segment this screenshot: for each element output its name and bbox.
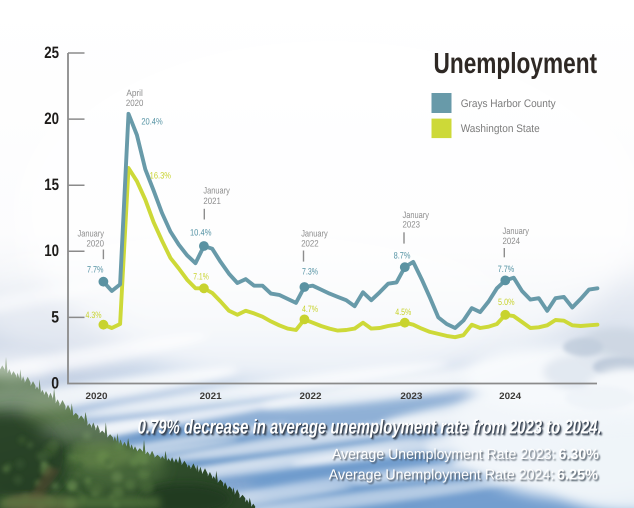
svg-text:2020: 2020 — [87, 238, 105, 248]
svg-text:Average Unemployment Rate 2024: Average Unemployment Rate 2024: — [330, 469, 556, 485]
svg-text:20: 20 — [44, 110, 59, 128]
svg-text:15: 15 — [44, 176, 59, 194]
svg-text:2022: 2022 — [300, 391, 322, 401]
svg-text:5.0%: 5.0% — [498, 297, 515, 307]
svg-text:4.7%: 4.7% — [302, 304, 318, 314]
svg-text:7.7%: 7.7% — [498, 264, 515, 274]
svg-text:7.3%: 7.3% — [302, 267, 318, 277]
svg-text:2021: 2021 — [200, 391, 222, 401]
svg-text:2022: 2022 — [301, 239, 319, 249]
svg-text:0.79% decrease in average unem: 0.79% decrease in average unemployment r… — [140, 419, 604, 441]
svg-text:Grays Harbor County: Grays Harbor County — [461, 98, 556, 110]
svg-text:2023: 2023 — [400, 391, 422, 401]
svg-text:January: January — [503, 226, 530, 236]
svg-text:April: April — [126, 88, 143, 98]
svg-text:6.30%: 6.30% — [560, 448, 601, 464]
svg-text:4.5%: 4.5% — [395, 307, 411, 317]
svg-text:6.25%: 6.25% — [558, 469, 599, 485]
svg-text:7.1%: 7.1% — [193, 272, 209, 282]
svg-text:2024: 2024 — [499, 391, 522, 401]
svg-text:5: 5 — [51, 308, 59, 326]
svg-text:Average Unemployment Rate 2023: Average Unemployment Rate 2023: — [333, 448, 557, 464]
svg-text:0.79% decrease in average unem: 0.79% decrease in average unemployment r… — [138, 417, 602, 439]
svg-text:January: January — [301, 228, 328, 238]
svg-text:Average Unemployment Rate 2023: Average Unemployment Rate 2023: — [332, 447, 556, 463]
svg-text:Average Unemployment Rate 2024: Average Unemployment Rate 2024: — [329, 468, 555, 484]
svg-text:20.4%: 20.4% — [141, 117, 162, 127]
svg-text:25: 25 — [44, 44, 59, 62]
svg-text:2024: 2024 — [503, 236, 521, 246]
svg-text:2020: 2020 — [126, 98, 144, 108]
svg-text:10: 10 — [44, 242, 59, 260]
svg-text:7.7%: 7.7% — [87, 264, 104, 274]
svg-text:January: January — [203, 186, 230, 196]
svg-text:January: January — [403, 210, 430, 220]
svg-text:Unemployment: Unemployment — [434, 48, 598, 80]
svg-text:Washington State: Washington State — [461, 123, 540, 135]
svg-text:6.30%: 6.30% — [559, 447, 600, 463]
svg-text:8.7%: 8.7% — [394, 250, 411, 260]
svg-text:6.25%: 6.25% — [557, 468, 598, 484]
svg-text:January: January — [78, 228, 105, 238]
svg-text:4.3%: 4.3% — [86, 310, 102, 320]
svg-text:16.3%: 16.3% — [150, 171, 171, 181]
svg-text:10.4%: 10.4% — [190, 227, 212, 237]
svg-text:2020: 2020 — [86, 391, 108, 401]
svg-text:2021: 2021 — [203, 196, 221, 206]
svg-text:2023: 2023 — [403, 220, 421, 230]
svg-text:0.79% decrease in average unem: 0.79% decrease in average unemployment r… — [139, 418, 603, 440]
svg-text:0: 0 — [51, 374, 59, 392]
